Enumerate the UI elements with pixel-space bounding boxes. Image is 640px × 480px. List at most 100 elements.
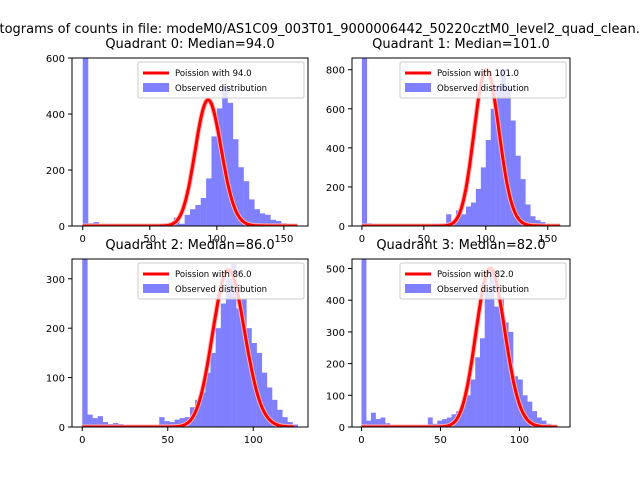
histogram-bar [525, 204, 531, 226]
histogram-bar [489, 268, 495, 427]
histogram-bar [270, 219, 277, 226]
x-tick-label: 50 [143, 234, 156, 245]
histogram-bar [231, 263, 237, 427]
legend-box [399, 262, 567, 300]
histogram-bar [513, 376, 519, 427]
histogram-bar [479, 338, 485, 427]
histogram-bar [82, 259, 88, 427]
histogram-bar [480, 167, 486, 226]
histogram-bar [282, 417, 288, 427]
histogram-bar [256, 352, 263, 427]
histogram-bar [97, 416, 103, 427]
chart-title: Quadrant 0: Median=94.0 [105, 37, 274, 52]
legend-observed-label: Observed distribution [437, 84, 529, 94]
histogram-bar [246, 328, 252, 427]
histogram-bar [535, 220, 541, 226]
histogram-bar [266, 387, 273, 427]
poisson-curve [361, 68, 561, 226]
histogram-bar [470, 379, 476, 427]
axes-frame [351, 258, 571, 428]
plot-content [360, 259, 559, 427]
histogram-bar [503, 322, 509, 427]
x-tick-label: 100 [476, 234, 495, 245]
histogram-bar [495, 85, 501, 226]
histogram-bar [159, 417, 165, 427]
legend-box [137, 262, 305, 300]
histogram-bar [446, 214, 452, 226]
y-tick-label: 100 [46, 374, 65, 385]
legend-box [399, 61, 567, 99]
histogram-bar [249, 199, 255, 226]
histogram-bar [164, 421, 170, 427]
histogram-bar [505, 85, 511, 226]
histogram-bar [475, 357, 481, 427]
histogram-bar [220, 303, 227, 427]
chart-title: Quadrant 3: Median=82.0 [376, 238, 545, 253]
histogram-bar [225, 278, 232, 427]
quadrant-3-chart: 0 50 100 0 100 200 300 400 500 Quadrant 3: Median… [326, 238, 571, 446]
histogram-bar [232, 139, 239, 226]
quadrant-0-chart: 0 50 100 150 0 200 400 600 Quadrant 0: Median=94… [46, 37, 309, 245]
y-tick-label: 0 [339, 423, 345, 434]
histogram-bar [275, 220, 282, 226]
poisson-curve [82, 268, 295, 427]
histogram-bar [174, 419, 180, 427]
histogram-bar [195, 205, 201, 226]
x-tick-label: 0 [358, 435, 364, 446]
legend-observed-swatch [143, 83, 169, 92]
histogram-bar [485, 140, 491, 226]
histogram-bar [520, 179, 526, 226]
histogram-bar [530, 216, 536, 226]
histogram-bar [179, 223, 185, 226]
y-tick-label: 0 [59, 423, 65, 434]
y-tick-label: 100 [326, 391, 345, 402]
histogram-bar [470, 202, 477, 226]
histogram-bar [532, 411, 538, 427]
legend-poisson-label: Poission with 94.0 [175, 69, 252, 79]
histogram-bar [380, 417, 386, 427]
histogram-bar [461, 404, 466, 427]
histogram-bar [498, 297, 504, 427]
x-tick-label: 150 [538, 234, 557, 245]
histogram-bar [515, 155, 521, 226]
y-tick-label: 500 [326, 265, 345, 276]
histogram-bar [465, 395, 471, 427]
y-tick-label: 600 [46, 54, 65, 65]
histogram-bar [259, 213, 266, 226]
legend-poisson-label: Poission with 86.0 [175, 270, 252, 280]
histogram-bar [87, 414, 93, 427]
legend-observed-swatch [405, 83, 431, 92]
y-tick-label: 300 [326, 328, 345, 339]
y-tick-label: 200 [46, 324, 65, 335]
histogram-bar [200, 392, 206, 427]
histogram-bar [536, 417, 542, 427]
histogram-bar [200, 198, 207, 226]
histogram-bar [215, 328, 221, 427]
histogram-bar [210, 352, 216, 427]
histogram-bar [475, 188, 482, 226]
x-tick-label: 100 [510, 435, 529, 446]
histogram-bar [361, 259, 367, 427]
histogram-bar [437, 420, 443, 427]
histogram-bar [205, 372, 211, 427]
histogram-bar [179, 418, 186, 427]
histogram-bar [238, 167, 244, 226]
y-tick-label: 400 [326, 144, 345, 155]
legend-observed-swatch [405, 284, 431, 293]
histogram-bar [490, 108, 496, 226]
y-tick-label: 300 [46, 275, 65, 286]
histogram-bar [292, 424, 298, 427]
histogram-bar [361, 58, 368, 226]
histogram-bar [82, 58, 89, 226]
histogram-bar [184, 214, 191, 226]
histogram-bar [195, 399, 201, 427]
histogram-bar [227, 102, 234, 226]
histogram-bar [92, 418, 98, 427]
poisson-curve [361, 267, 558, 427]
legend-poisson-label: Poission with 101.0 [437, 69, 519, 79]
histogram-bar [461, 214, 467, 226]
plot-content [81, 259, 298, 427]
histogram-bar [465, 206, 472, 226]
axes-frame [351, 57, 571, 227]
y-tick-label: 400 [46, 110, 65, 121]
